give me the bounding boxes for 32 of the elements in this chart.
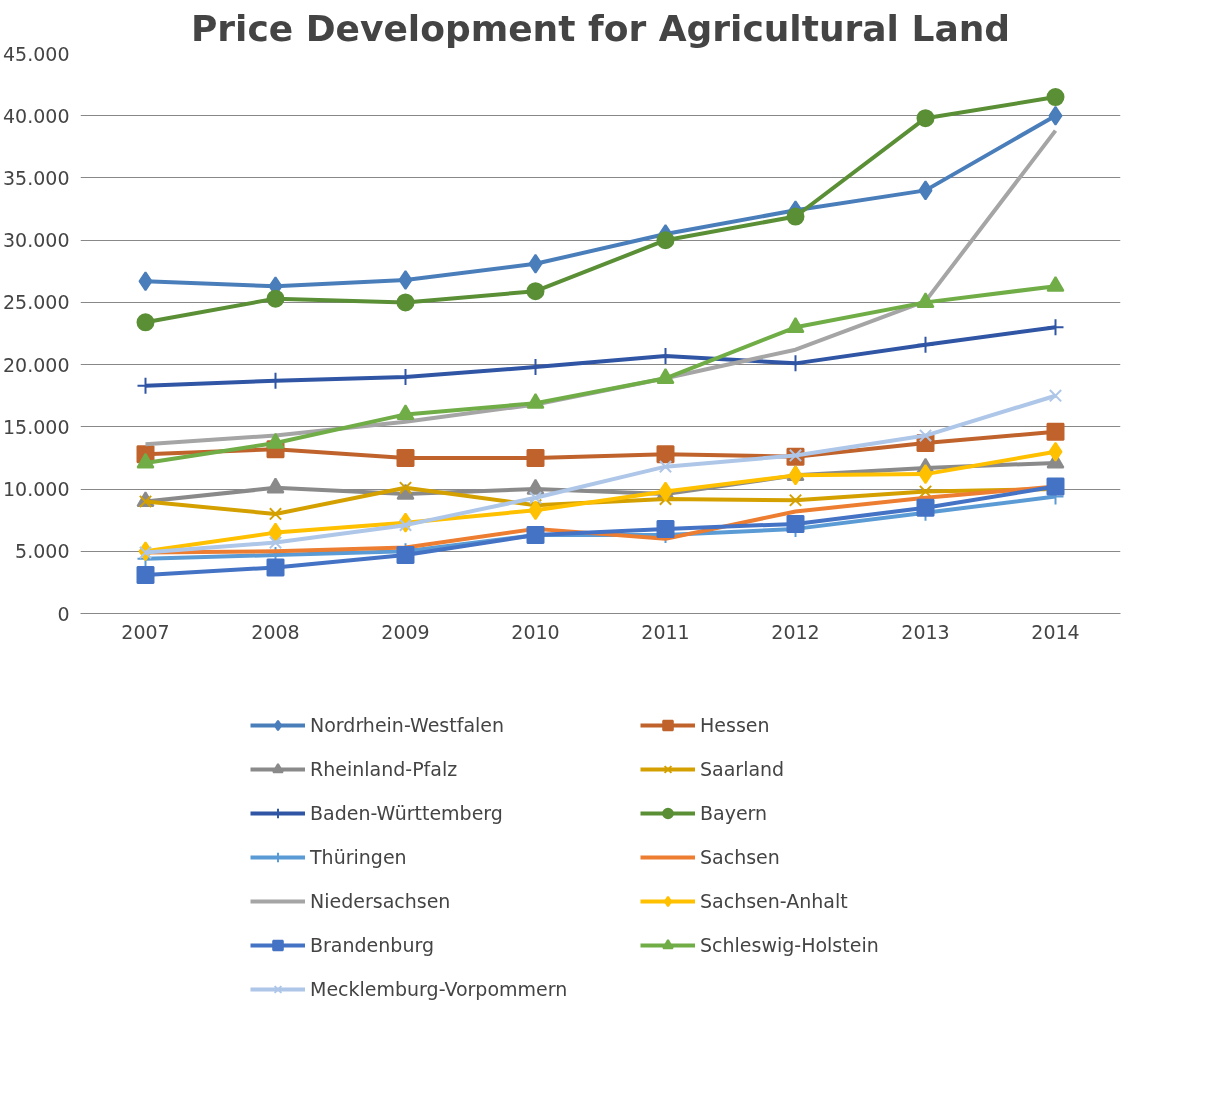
y-tick-label: 30.000	[3, 229, 70, 252]
legend-label: Niedersachsen	[310, 890, 452, 912]
y-tick-label: 35.000	[3, 166, 70, 189]
legend-label: Mecklemburg-Vorpommern	[310, 978, 569, 1000]
legend-label: Thüringen	[310, 846, 408, 868]
x-tick-label: 2007	[121, 620, 170, 643]
x-tick-label: 2011	[641, 620, 690, 643]
legend-label: Schleswig-Holstein	[700, 934, 880, 956]
legend-label: Bayern	[700, 802, 769, 824]
legend-label: Hessen	[700, 714, 771, 736]
x-tick-label: 2009	[381, 620, 430, 643]
chart-title: Price Development for Agricultural Land	[190, 7, 1011, 49]
y-tick-label: 10.000	[3, 478, 70, 501]
x-tick-label: 2013	[901, 620, 950, 643]
legend-label: Brandenburg	[310, 934, 435, 956]
x-tick-label: 2010	[511, 620, 560, 643]
y-tick-label: 5.000	[15, 540, 70, 563]
y-tick-label: 15.000	[3, 415, 70, 438]
legend-label: Sachsen-Anhalt	[700, 890, 849, 912]
legend-label: Rheinland-Pfalz	[310, 758, 459, 780]
legend-label: Baden-Württemberg	[310, 802, 504, 824]
y-tick-label: 25.000	[3, 291, 70, 314]
x-tick-label: 2008	[251, 620, 300, 643]
x-tick-label: 2014	[1031, 620, 1080, 643]
legend-label: Saarland	[700, 758, 786, 780]
x-tick-label: 2012	[771, 620, 820, 643]
y-tick-label: 0	[57, 602, 70, 625]
y-tick-label: 20.000	[3, 353, 70, 376]
y-tick-label: 40.000	[3, 104, 70, 127]
legend-label: Nordrhein-Westfalen	[310, 714, 506, 736]
legend-label: Sachsen	[700, 846, 781, 868]
y-tick-label: 45.000	[3, 42, 70, 65]
